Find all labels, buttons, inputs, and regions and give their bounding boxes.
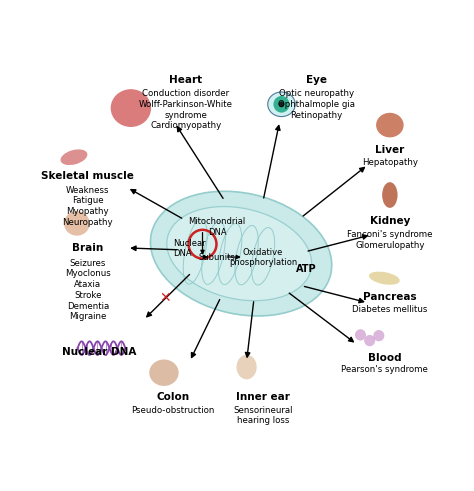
Text: Conduction disorder
Wolff-Parkinson-White
syndrome
Cardiomyopathy: Conduction disorder Wolff-Parkinson-Whit…: [139, 89, 233, 131]
Text: Oxidative
phosphorylation: Oxidative phosphorylation: [229, 247, 297, 267]
Text: Brain: Brain: [72, 243, 103, 253]
Text: Heart: Heart: [169, 75, 202, 85]
Text: ATP: ATP: [296, 264, 317, 274]
Circle shape: [273, 96, 290, 112]
Text: Fanconi's syndrome
Glomerulopathy: Fanconi's syndrome Glomerulopathy: [347, 230, 433, 249]
Text: Liver: Liver: [375, 145, 404, 155]
Ellipse shape: [64, 211, 90, 236]
Circle shape: [279, 101, 284, 108]
Ellipse shape: [150, 191, 332, 316]
Ellipse shape: [268, 92, 295, 116]
Text: Sensorineural
hearing loss: Sensorineural hearing loss: [233, 406, 293, 425]
Text: Nuclear DNA: Nuclear DNA: [63, 347, 137, 357]
Text: Pseudo-obstruction: Pseudo-obstruction: [131, 406, 215, 414]
Text: Eye: Eye: [306, 75, 327, 85]
Text: Diabetes mellitus: Diabetes mellitus: [352, 304, 428, 314]
Text: Colon: Colon: [156, 392, 190, 402]
Circle shape: [355, 329, 366, 341]
Text: Seizures
Myoclonus
Ataxia
Stroke
Dementia
Migraine: Seizures Myoclonus Ataxia Stroke Dementi…: [65, 259, 111, 321]
Circle shape: [374, 330, 384, 341]
Text: Hepatopathy: Hepatopathy: [362, 159, 418, 167]
Text: Nuclear
DNA: Nuclear DNA: [173, 239, 206, 258]
Text: Blood: Blood: [367, 353, 401, 362]
Ellipse shape: [167, 207, 312, 300]
Text: Pancreas: Pancreas: [363, 292, 417, 302]
Text: Mitochondrial
DNA: Mitochondrial DNA: [189, 218, 246, 237]
Ellipse shape: [149, 359, 179, 386]
Text: Skeletal muscle: Skeletal muscle: [41, 171, 134, 181]
Text: ✕: ✕: [159, 291, 171, 305]
Ellipse shape: [110, 89, 151, 127]
Text: Kidney: Kidney: [370, 217, 410, 226]
Text: Optic neuropathy
Ophthalmople gia
Retinopathy: Optic neuropathy Ophthalmople gia Retino…: [278, 89, 355, 120]
Circle shape: [364, 335, 375, 346]
Ellipse shape: [382, 182, 398, 208]
Ellipse shape: [61, 149, 87, 165]
Text: Pearson's syndrome: Pearson's syndrome: [341, 365, 428, 374]
Text: Inner ear: Inner ear: [236, 392, 290, 402]
Ellipse shape: [376, 113, 404, 137]
Ellipse shape: [369, 272, 400, 285]
Text: Weakness
Fatigue
Myopathy
Neuropathy: Weakness Fatigue Myopathy Neuropathy: [63, 186, 113, 227]
Text: Subunits: Subunits: [199, 253, 236, 262]
Ellipse shape: [237, 355, 257, 380]
